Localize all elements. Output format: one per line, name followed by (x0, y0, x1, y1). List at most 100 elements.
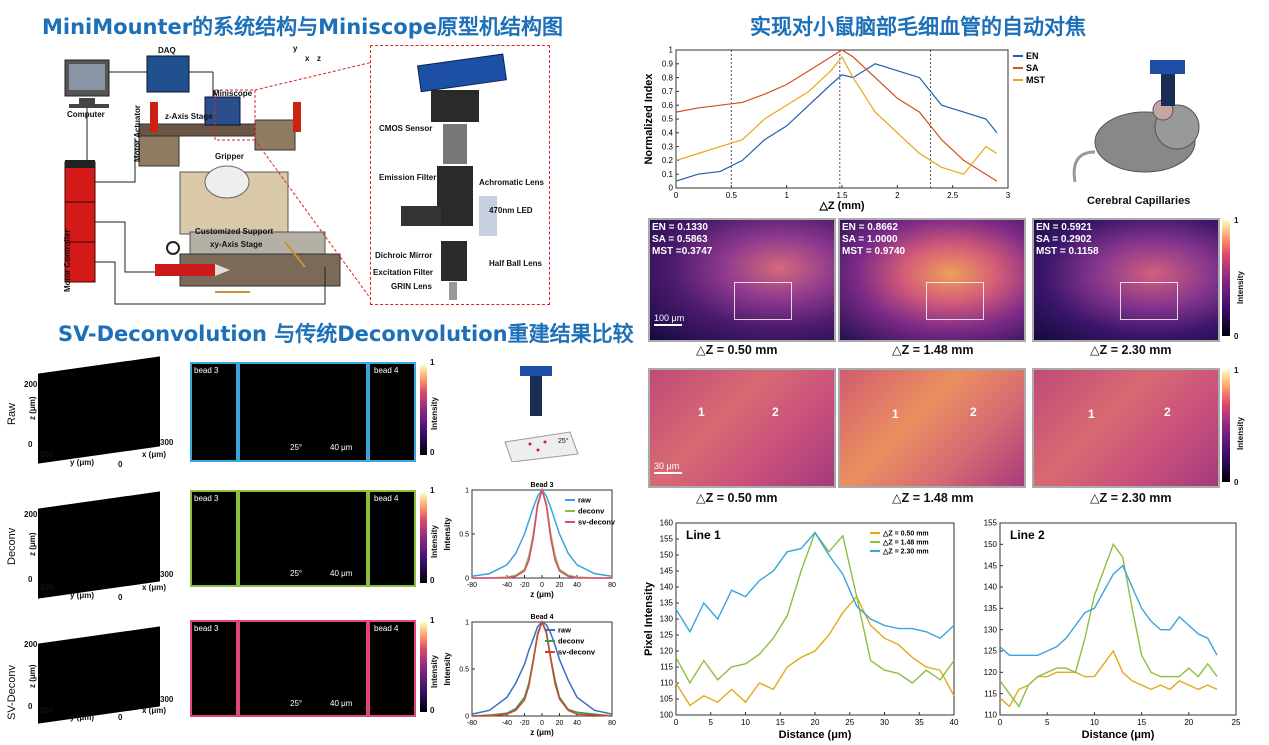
roi-box-2 (926, 282, 984, 320)
scale-bar-100: 100 μm (654, 313, 685, 323)
chart-title: Bead 4 (531, 614, 554, 621)
y-tick-label: 0.1 (662, 170, 674, 179)
scale-bar-line-1 (654, 324, 682, 326)
slide-drawing (504, 366, 579, 463)
axis-z-raw: z (μm) (28, 396, 37, 420)
axis-y-deconv: y (μm) (70, 591, 95, 600)
y-tick-label: 0.5 (459, 531, 469, 538)
caption-row1-3: △Z = 2.30 mm (1090, 343, 1172, 357)
x-tick-label: 15 (776, 718, 785, 727)
axis-x-raw: x (μm) (142, 450, 167, 459)
schematic-drawing (64, 55, 374, 305)
mouse-illustration: Cerebral Capillaries (1065, 52, 1215, 207)
y-tick-label: 0.2 (662, 156, 674, 165)
bead-slide-illustration: 25° (500, 362, 580, 463)
zoom-image-2 (838, 368, 1026, 488)
cbf1-min: 0 (1234, 332, 1239, 341)
scale-label-raw: 40 μm (330, 443, 353, 452)
legend-label-0: raw (578, 496, 591, 505)
series-line-0 (675, 63, 998, 182)
metrics-1: EN = 0.1330 SA = 0.5863 MST =0.3747 (652, 222, 713, 257)
cbf2-max: 1 (1234, 366, 1239, 375)
y-tick-label: 120 (660, 647, 674, 656)
y-tick-label: 115 (660, 663, 673, 672)
y-tick-label: 110 (660, 679, 673, 688)
cb2-min: 0 (430, 576, 435, 585)
bead3-label-raw: bead 3 (194, 366, 219, 375)
cb3-label: Intensity (430, 655, 439, 688)
axis-x-deconv: x (μm) (142, 583, 167, 592)
legend-label-0: △Z = 0.50 mm (882, 530, 929, 537)
y-tick-label: 150 (984, 540, 998, 549)
angle-label-raw: 25° (290, 443, 303, 452)
y-tick-label: 125 (660, 631, 674, 640)
x-tick-label: 1.5 (836, 191, 848, 200)
y-tick-label: 0.4 (662, 128, 674, 137)
chart-title: Line 2 (1010, 528, 1045, 542)
y-tick-label: 0 (465, 713, 469, 720)
x-tick-label: 25 (845, 718, 854, 727)
y-tick-label: 0.6 (662, 101, 674, 110)
bead4-label-svdeconv: bead 4 (374, 624, 399, 633)
bead4-label-raw: bead 4 (374, 366, 399, 375)
cb1-min: 0 (430, 448, 435, 457)
label-achromatic: Achromatic Lens (479, 178, 544, 187)
x-tick-label: 40 (573, 720, 581, 727)
scale-label-svdeconv: 40 μm (330, 699, 353, 708)
series-line-2 (675, 55, 998, 175)
line2-profile-chart: 0 5 10 15 20 25 110 115 120 125 130 135 140 145 150 155… (984, 519, 1241, 741)
series-line-0 (675, 595, 955, 707)
scale-label-deconv: 40 μm (330, 569, 353, 578)
y-tick-label: 1 (465, 487, 469, 494)
tick-300y-deconv: 300 (40, 583, 54, 592)
line2-label-b: 2 (970, 405, 977, 419)
y-tick-label: 125 (984, 647, 998, 656)
miniscope-exploded-view: CMOS Sensor Emission Filter Achromatic L… (370, 45, 550, 305)
legend-label-0: raw (558, 626, 571, 635)
bead3-label-svdeconv: bead 3 (194, 624, 219, 633)
legend-label-2: MST (1026, 75, 1046, 85)
title-deconvolution: SV-Deconvolution 与传统Deconvolution重建结果比较 (58, 322, 634, 346)
colorbar-raw (420, 365, 427, 455)
y-axis-label: Normalized Index (643, 73, 655, 165)
mouse-drawing (1072, 60, 1200, 183)
plot-frame (471, 489, 613, 579)
line2-label-c: 2 (1164, 405, 1171, 419)
label-grin: GRIN Lens (391, 282, 432, 291)
row-label-raw: Raw (6, 402, 18, 425)
x-tick-label: -40 (502, 720, 512, 727)
x-tick-label: 5 (709, 718, 714, 727)
tick-z200-raw: 200 (24, 380, 38, 389)
x-tick-label: 20 (556, 582, 564, 589)
x-tick-label: 10 (1090, 718, 1099, 727)
colorbar-deconv (420, 493, 427, 583)
y-tick-label: 130 (984, 625, 998, 634)
line1-label-b: 1 (892, 407, 899, 421)
x-tick-label: 40 (573, 582, 581, 589)
roi-box-3 (1120, 282, 1178, 320)
x-tick-label: 35 (915, 718, 924, 727)
caption-row2-3: △Z = 2.30 mm (1090, 491, 1172, 505)
angle-label-svdeconv: 25° (290, 699, 303, 708)
tick-0-raw: 0 (28, 440, 33, 449)
label-motor-controller: Motor Controller (63, 229, 72, 292)
cbf1-label: Intensity (1236, 271, 1245, 304)
line2-label-a: 2 (772, 405, 779, 419)
label-gripper: Gripper (215, 152, 244, 161)
x-tick-label: 0.5 (726, 191, 738, 200)
x-tick-label: 5 (1045, 718, 1050, 727)
y-tick-label: 150 (660, 551, 674, 560)
cb2-label: Intensity (430, 525, 439, 558)
label-led: 470nm LED (489, 206, 533, 215)
y-axis-label: Pixel Intensity (643, 581, 655, 656)
series-line-1 (472, 487, 612, 579)
tick-300x-deconv: 300 (160, 570, 174, 579)
x-axis-label: Distance (μm) (779, 729, 852, 741)
label-excitation: Excitation Filter (373, 268, 434, 277)
y-tick-label: 105 (660, 695, 674, 704)
plot-frame (471, 621, 613, 717)
legend-label-2: sv-deconv (578, 518, 616, 527)
tick-0b-deconv: 0 (118, 593, 123, 602)
tick-z200-deconv: 200 (24, 510, 38, 519)
cbf2-min: 0 (1234, 478, 1239, 487)
